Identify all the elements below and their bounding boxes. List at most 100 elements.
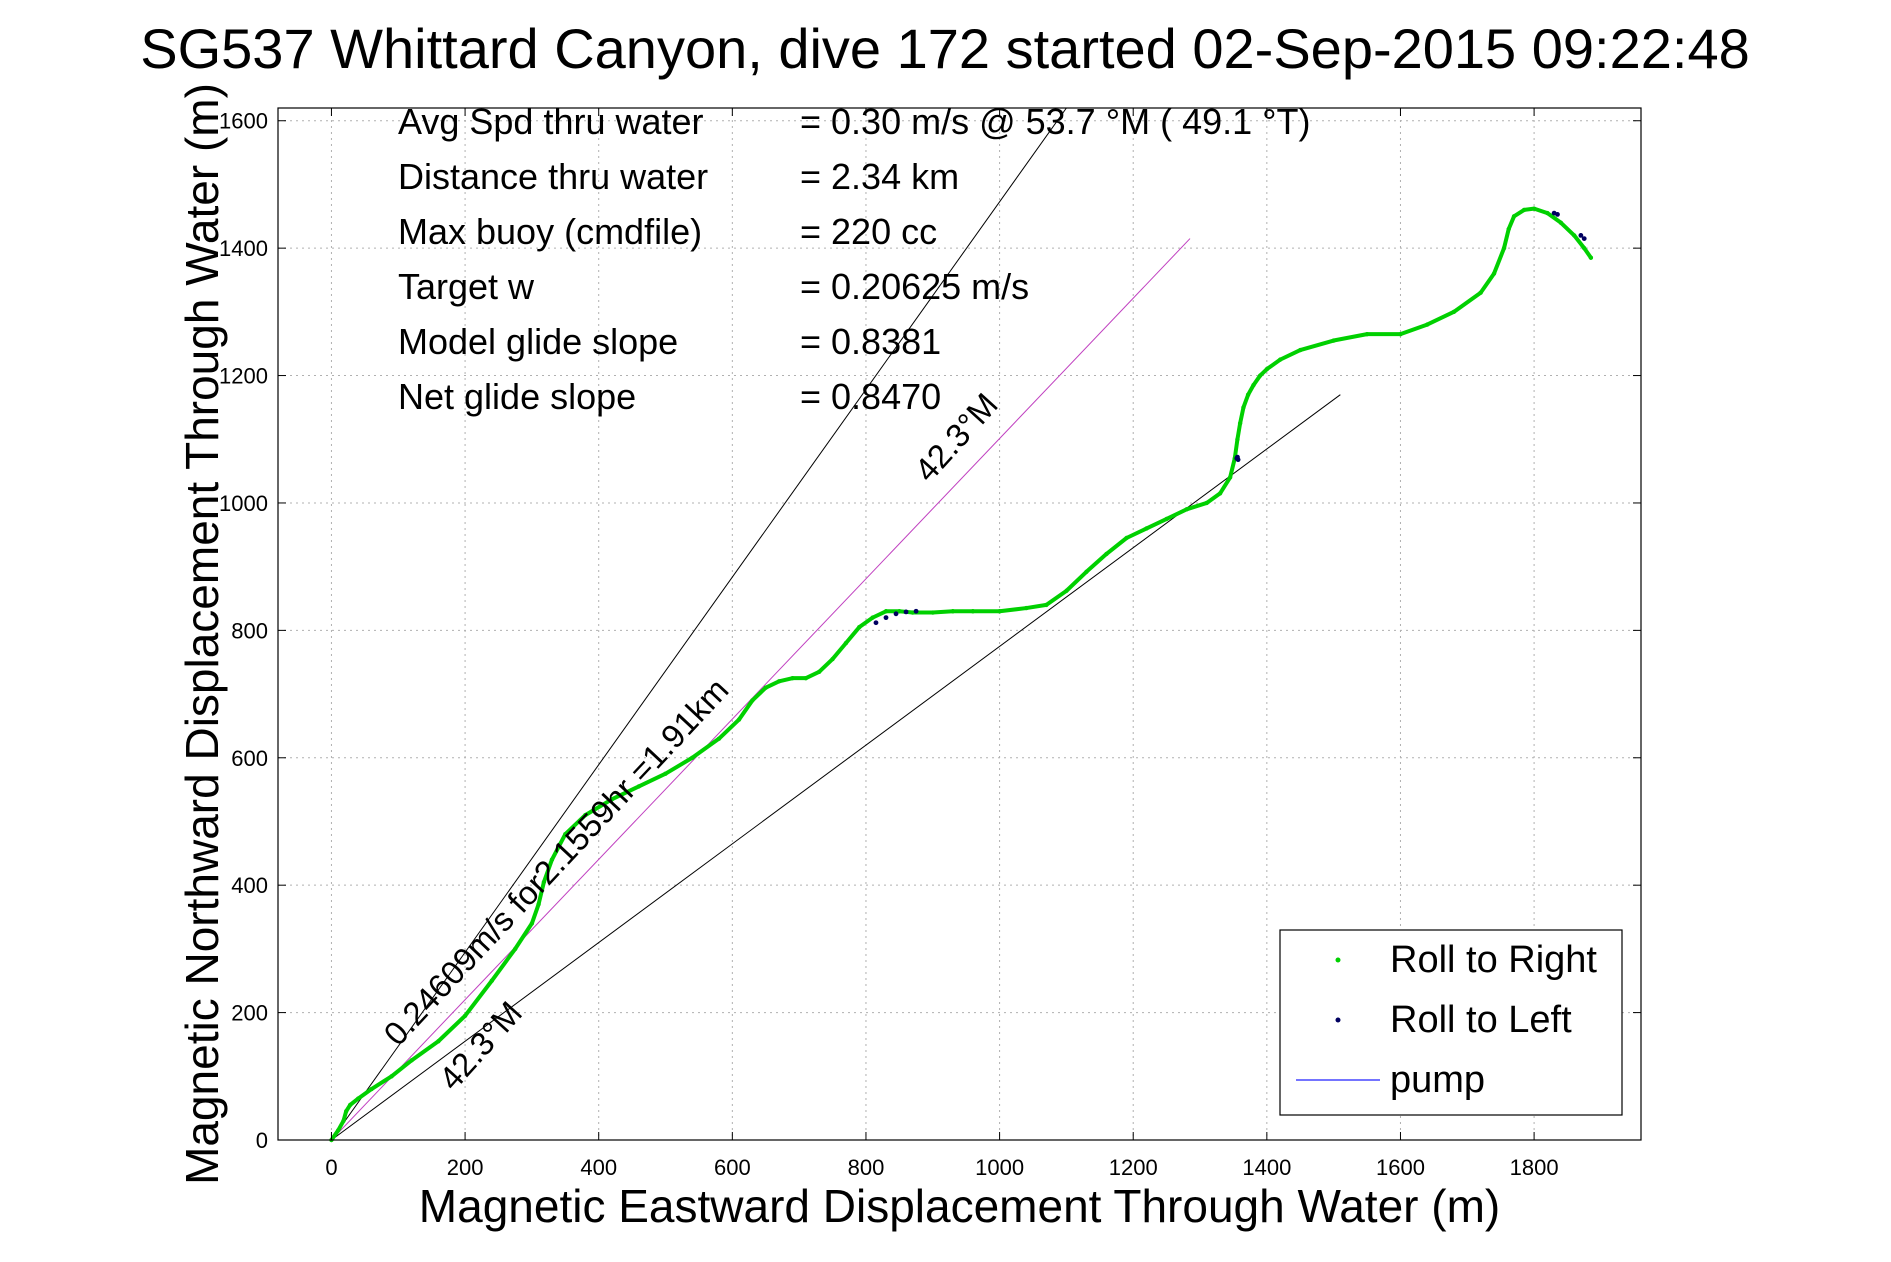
y-tick-label: 800: [231, 618, 268, 643]
roll-right-point: [1521, 207, 1527, 213]
y-tick-label: 600: [231, 746, 268, 771]
annotation-text: 0.24609m/s for2.1559hr =1.91km: [376, 671, 735, 1052]
reference-line-lower-bound: [331, 394, 1341, 1141]
reference-lines: [331, 107, 1341, 1141]
roll-left-point: [903, 609, 909, 615]
roll-right-point: [897, 609, 902, 614]
roll-right-point: [870, 615, 875, 620]
x-tick-label: 800: [848, 1155, 885, 1180]
roll-right-point: [1506, 226, 1511, 232]
roll-right-point: [1531, 206, 1537, 211]
info-label: Distance thru water: [398, 156, 708, 197]
roll-left-point: [883, 615, 889, 621]
axis-ticks: 0 200 400 600 800 1000 1200 1400 1600 1800 0 200 400…: [219, 108, 1641, 1180]
roll-right-point: [736, 717, 742, 722]
grid: [278, 108, 1641, 1141]
roll-left-point: [893, 611, 899, 617]
roll-right-point: [512, 946, 518, 952]
y-axis-label: Magnetic Northward Displacement Through …: [176, 83, 228, 1185]
roll-right-point: [1491, 271, 1497, 276]
y-tick-label: 1000: [219, 491, 268, 516]
roll-right-point: [1064, 588, 1069, 594]
roll-left-point: [1235, 457, 1241, 463]
x-tick-label: 1400: [1242, 1155, 1291, 1180]
roll-right-point: [1084, 569, 1089, 574]
roll-right-point: [1278, 357, 1283, 362]
roll-right-point: [583, 812, 588, 818]
info-value: = 0.20625 m/s: [800, 266, 1029, 307]
legend-marker: [1335, 957, 1341, 963]
roll-right-point: [436, 1039, 441, 1044]
roll-right-point: [1144, 526, 1149, 531]
data-series: [329, 206, 1594, 1143]
roll-right-point: [1204, 500, 1209, 506]
info-label: Target w: [398, 266, 535, 307]
roll-right-point: [536, 902, 541, 907]
roll-right-point: [462, 1013, 468, 1018]
roll-right-point: [1298, 347, 1303, 353]
roll-right-point: [1164, 516, 1169, 522]
info-value: = 0.30 m/s @ 53.7 °M ( 49.1 °T): [800, 101, 1311, 142]
plot-frame: [277, 107, 1642, 1141]
y-tick-label: 1200: [219, 364, 268, 389]
reference-line-current-vector: [331, 238, 1191, 1141]
roll-right-point: [1257, 373, 1263, 378]
roll-right-point: [1571, 233, 1577, 238]
annotation-text: 42.3°M: [431, 994, 529, 1097]
y-tick-label: 1400: [219, 236, 268, 261]
roll-right-point: [816, 669, 822, 674]
x-tick-label: 1600: [1376, 1155, 1425, 1180]
roll-right-point: [347, 1102, 353, 1108]
info-value: = 220 cc: [800, 211, 937, 252]
roll-left-point: [913, 608, 919, 614]
roll-right-point: [997, 609, 1002, 614]
roll-right-point: [1245, 392, 1251, 397]
roll-left-point: [873, 620, 879, 626]
y-tick-label: 1600: [219, 109, 268, 134]
roll-right-point: [489, 978, 495, 983]
roll-right-point: [750, 698, 755, 703]
x-tick-label: 1800: [1510, 1155, 1559, 1180]
roll-right-point: [1251, 382, 1256, 388]
annotations: 42.3°M42.3°M0.24609m/s for2.1559hr =1.91…: [376, 386, 1005, 1097]
info-label: Net glide slope: [398, 376, 636, 417]
x-tick-label: 0: [325, 1155, 337, 1180]
roll-right-point: [1588, 255, 1594, 260]
info-label: Model glide slope: [398, 321, 678, 362]
roll-left-point: [1555, 211, 1560, 217]
info-label: Max buoy (cmdfile): [398, 211, 702, 252]
legend-label: pump: [1390, 1059, 1485, 1101]
roll-right-point: [843, 640, 849, 646]
roll-right-point: [950, 609, 956, 614]
roll-right-point: [609, 796, 615, 802]
y-tick-label: 400: [231, 873, 268, 898]
roll-right-point: [716, 736, 722, 741]
roll-right-point: [335, 1128, 341, 1133]
roll-right-point: [1235, 437, 1240, 442]
roll-right-point: [636, 784, 641, 789]
roll-right-point: [1184, 507, 1189, 512]
roll-right-point: [663, 771, 668, 776]
roll-right-point: [857, 624, 862, 630]
roll-right-point: [1124, 535, 1129, 541]
roll-right-point: [1582, 245, 1587, 251]
info-value: = 2.34 km: [800, 156, 959, 197]
info-value: = 0.8381: [800, 321, 941, 362]
roll-right-point: [1451, 309, 1457, 315]
roll-right-point: [1044, 602, 1049, 608]
legend-label: Roll to Left: [1390, 999, 1572, 1041]
roll-right-point: [389, 1074, 394, 1079]
roll-right-point: [1237, 421, 1243, 426]
x-tick-label: 1000: [975, 1155, 1024, 1180]
roll-right-point: [1024, 605, 1029, 611]
roll-right-point: [343, 1109, 349, 1114]
x-tick-label: 200: [447, 1155, 484, 1180]
roll-left-point: [1581, 236, 1587, 241]
roll-right-point: [1545, 210, 1550, 216]
roll-left-point: [1578, 233, 1584, 238]
roll-right-point: [541, 879, 547, 885]
roll-right-point: [883, 609, 889, 614]
x-tick-label: 1200: [1109, 1155, 1158, 1180]
roll-right-point: [341, 1118, 346, 1124]
info-value: = 0.8470: [800, 376, 941, 417]
